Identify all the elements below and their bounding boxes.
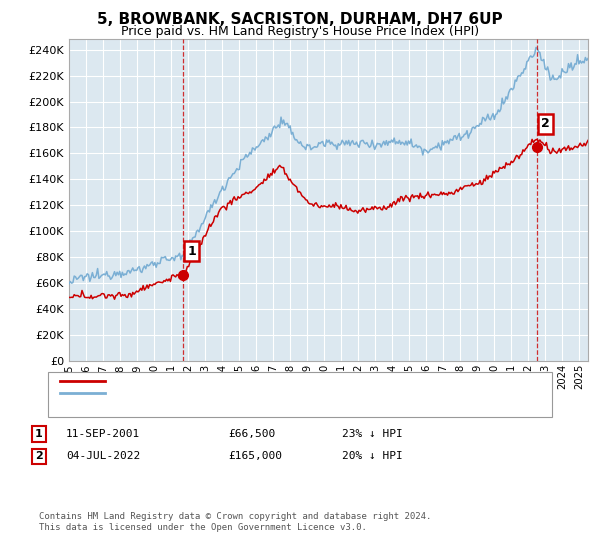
Text: 1: 1 — [35, 429, 43, 439]
Text: Price paid vs. HM Land Registry's House Price Index (HPI): Price paid vs. HM Land Registry's House … — [121, 25, 479, 38]
Text: £165,000: £165,000 — [228, 451, 282, 461]
Text: 04-JUL-2022: 04-JUL-2022 — [66, 451, 140, 461]
Text: £66,500: £66,500 — [228, 429, 275, 439]
Text: 2: 2 — [35, 451, 43, 461]
Text: 5, BROWBANK, SACRISTON, DURHAM, DH7 6UP (detached house): 5, BROWBANK, SACRISTON, DURHAM, DH7 6UP … — [111, 376, 453, 386]
Text: 1: 1 — [187, 245, 196, 258]
Text: 11-SEP-2001: 11-SEP-2001 — [66, 429, 140, 439]
Text: 23% ↓ HPI: 23% ↓ HPI — [342, 429, 403, 439]
Text: HPI: Average price, detached house, County Durham: HPI: Average price, detached house, Coun… — [111, 388, 386, 398]
Text: 5, BROWBANK, SACRISTON, DURHAM, DH7 6UP: 5, BROWBANK, SACRISTON, DURHAM, DH7 6UP — [97, 12, 503, 27]
Text: Contains HM Land Registry data © Crown copyright and database right 2024.
This d: Contains HM Land Registry data © Crown c… — [39, 512, 431, 532]
Text: 2: 2 — [541, 117, 550, 130]
Text: 20% ↓ HPI: 20% ↓ HPI — [342, 451, 403, 461]
